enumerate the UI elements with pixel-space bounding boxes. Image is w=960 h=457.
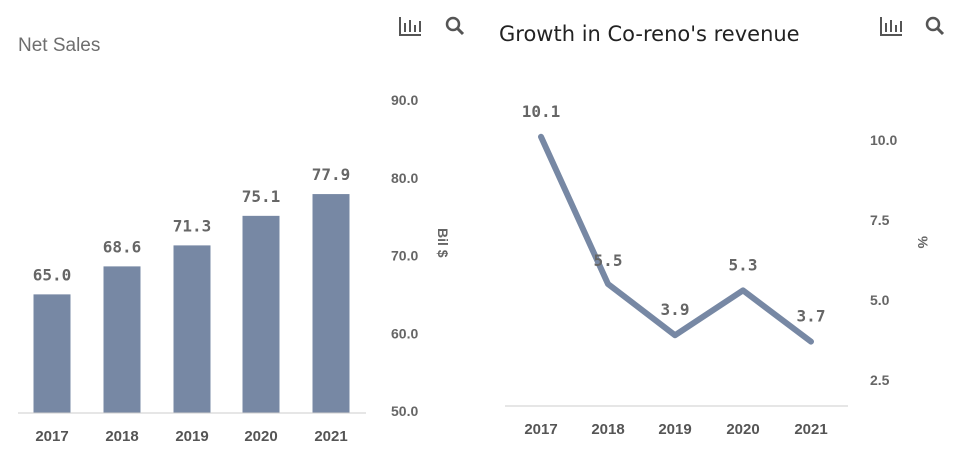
x-tick-label: 2021: [314, 428, 347, 445]
data-labels-group: 65.0 68.6 71.3 75.1 77.9: [33, 165, 351, 284]
y-tick-label: 80.0: [391, 170, 418, 186]
data-label: 3.7: [797, 307, 826, 326]
bar[interactable]: [103, 266, 141, 413]
bars-group: [33, 194, 350, 413]
y-axis-label: %: [915, 236, 931, 249]
chart-title: Net Sales: [18, 35, 100, 56]
y-tick-label: 70.0: [391, 248, 418, 264]
x-tick-label: 2017: [35, 428, 68, 445]
x-tick-label: 2018: [591, 421, 624, 438]
data-label: 5.5: [594, 251, 623, 270]
data-label: 10.1: [522, 102, 561, 121]
y-tick-labels: 2.5 5.0 7.5 10.0: [870, 132, 897, 388]
search-icon[interactable]: [445, 16, 465, 36]
x-tick-label: 2018: [105, 428, 138, 445]
bar[interactable]: [33, 294, 71, 413]
bar[interactable]: [173, 245, 211, 413]
data-label: 71.3: [173, 216, 212, 235]
y-tick-label: 10.0: [870, 132, 897, 148]
x-tick-label: 2019: [658, 421, 691, 438]
data-label: 77.9: [312, 165, 351, 184]
y-tick-labels: 50.0 60.0 70.0 80.0 90.0: [391, 92, 418, 419]
y-tick-label: 60.0: [391, 325, 418, 341]
y-axis-label: Bil $: [435, 228, 451, 258]
series-line: [538, 133, 814, 345]
y-tick-label: 7.5: [870, 212, 890, 228]
net-sales-chart: Net Sales 65.068.671.375.177.9 2017 2018 2…: [18, 16, 465, 445]
x-tick-labels: 2017 2018 2019 2020 2021: [35, 428, 347, 445]
bar-chart-icon[interactable]: [880, 17, 902, 36]
y-tick-label: 5.0: [870, 292, 890, 308]
x-tick-label: 2019: [175, 428, 208, 445]
bar-chart-icon[interactable]: [399, 17, 421, 36]
data-label: 5.3: [729, 255, 758, 274]
chart-title: Growth in Co-reno's revenue: [499, 22, 800, 46]
y-tick-label: 2.5: [870, 372, 890, 388]
data-label: 68.6: [103, 237, 142, 256]
search-icon[interactable]: [925, 16, 945, 36]
revenue-growth-chart: Growth in Co-reno's revenue 10.1 5.5 3.9 5.…: [499, 16, 945, 438]
y-tick-label: 90.0: [391, 92, 418, 108]
data-label: 75.1: [242, 187, 281, 206]
bar[interactable]: [242, 215, 280, 413]
x-tick-label: 2017: [524, 421, 557, 438]
data-label: 65.0: [33, 265, 72, 284]
bar[interactable]: [312, 194, 350, 413]
x-tick-label: 2020: [726, 421, 759, 438]
x-tick-label: 2021: [794, 421, 827, 438]
x-tick-label: 2020: [244, 428, 277, 445]
y-tick-label: 50.0: [391, 403, 418, 419]
data-labels-group: 10.1 5.5 3.9 5.3 3.7: [522, 102, 826, 326]
data-label: 3.9: [661, 300, 690, 319]
x-tick-labels: 2017 2018 2019 2020 2021: [524, 421, 827, 438]
